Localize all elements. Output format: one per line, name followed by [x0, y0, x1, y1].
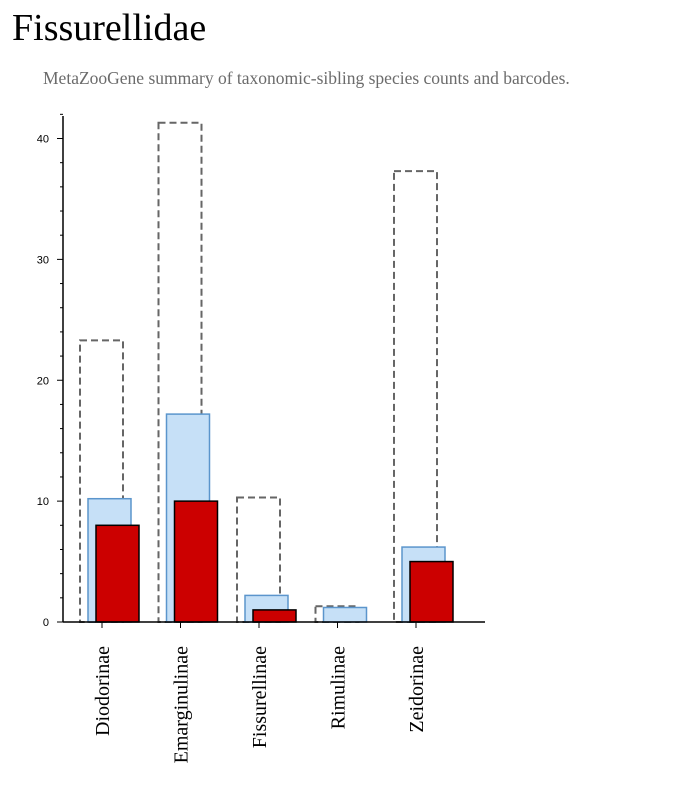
- bars-layer: [79, 121, 454, 624]
- y-tick-label: 10: [37, 496, 49, 508]
- bar-dark-diodorinae: [95, 524, 140, 623]
- y-tick-label: 0: [43, 617, 49, 629]
- x-tick-label-fissurellinae: Fissurellinae: [249, 646, 271, 748]
- y-tick-label: 30: [37, 254, 49, 266]
- bar-dark-zeidorinae: [409, 560, 454, 623]
- bar-light-rimulinae: [322, 606, 368, 623]
- bar-dark-emarginulinae: [173, 500, 219, 623]
- x-tick-label-diodorinae: Diodorinae: [92, 646, 114, 736]
- bar-dark-fissurellinae: [252, 609, 297, 623]
- bar-outline-zeidorinae: [393, 170, 438, 623]
- axes-layer: Diodorinae Emarginulinae Fissurellinae Rimu…: [37, 113, 485, 763]
- y-tick-label: 20: [37, 375, 49, 387]
- x-tick-label-zeidorinae: Zeidorinae: [406, 646, 428, 733]
- x-tick-label-rimulinae: Rimulinae: [328, 646, 350, 729]
- x-tick-label-emarginulinae: Emarginulinae: [171, 646, 193, 763]
- y-tick-label: 40: [37, 134, 49, 146]
- page-subtitle: MetaZooGene summary of taxonomic-sibling…: [43, 68, 570, 88]
- page-title: Fissurellidae: [12, 7, 207, 49]
